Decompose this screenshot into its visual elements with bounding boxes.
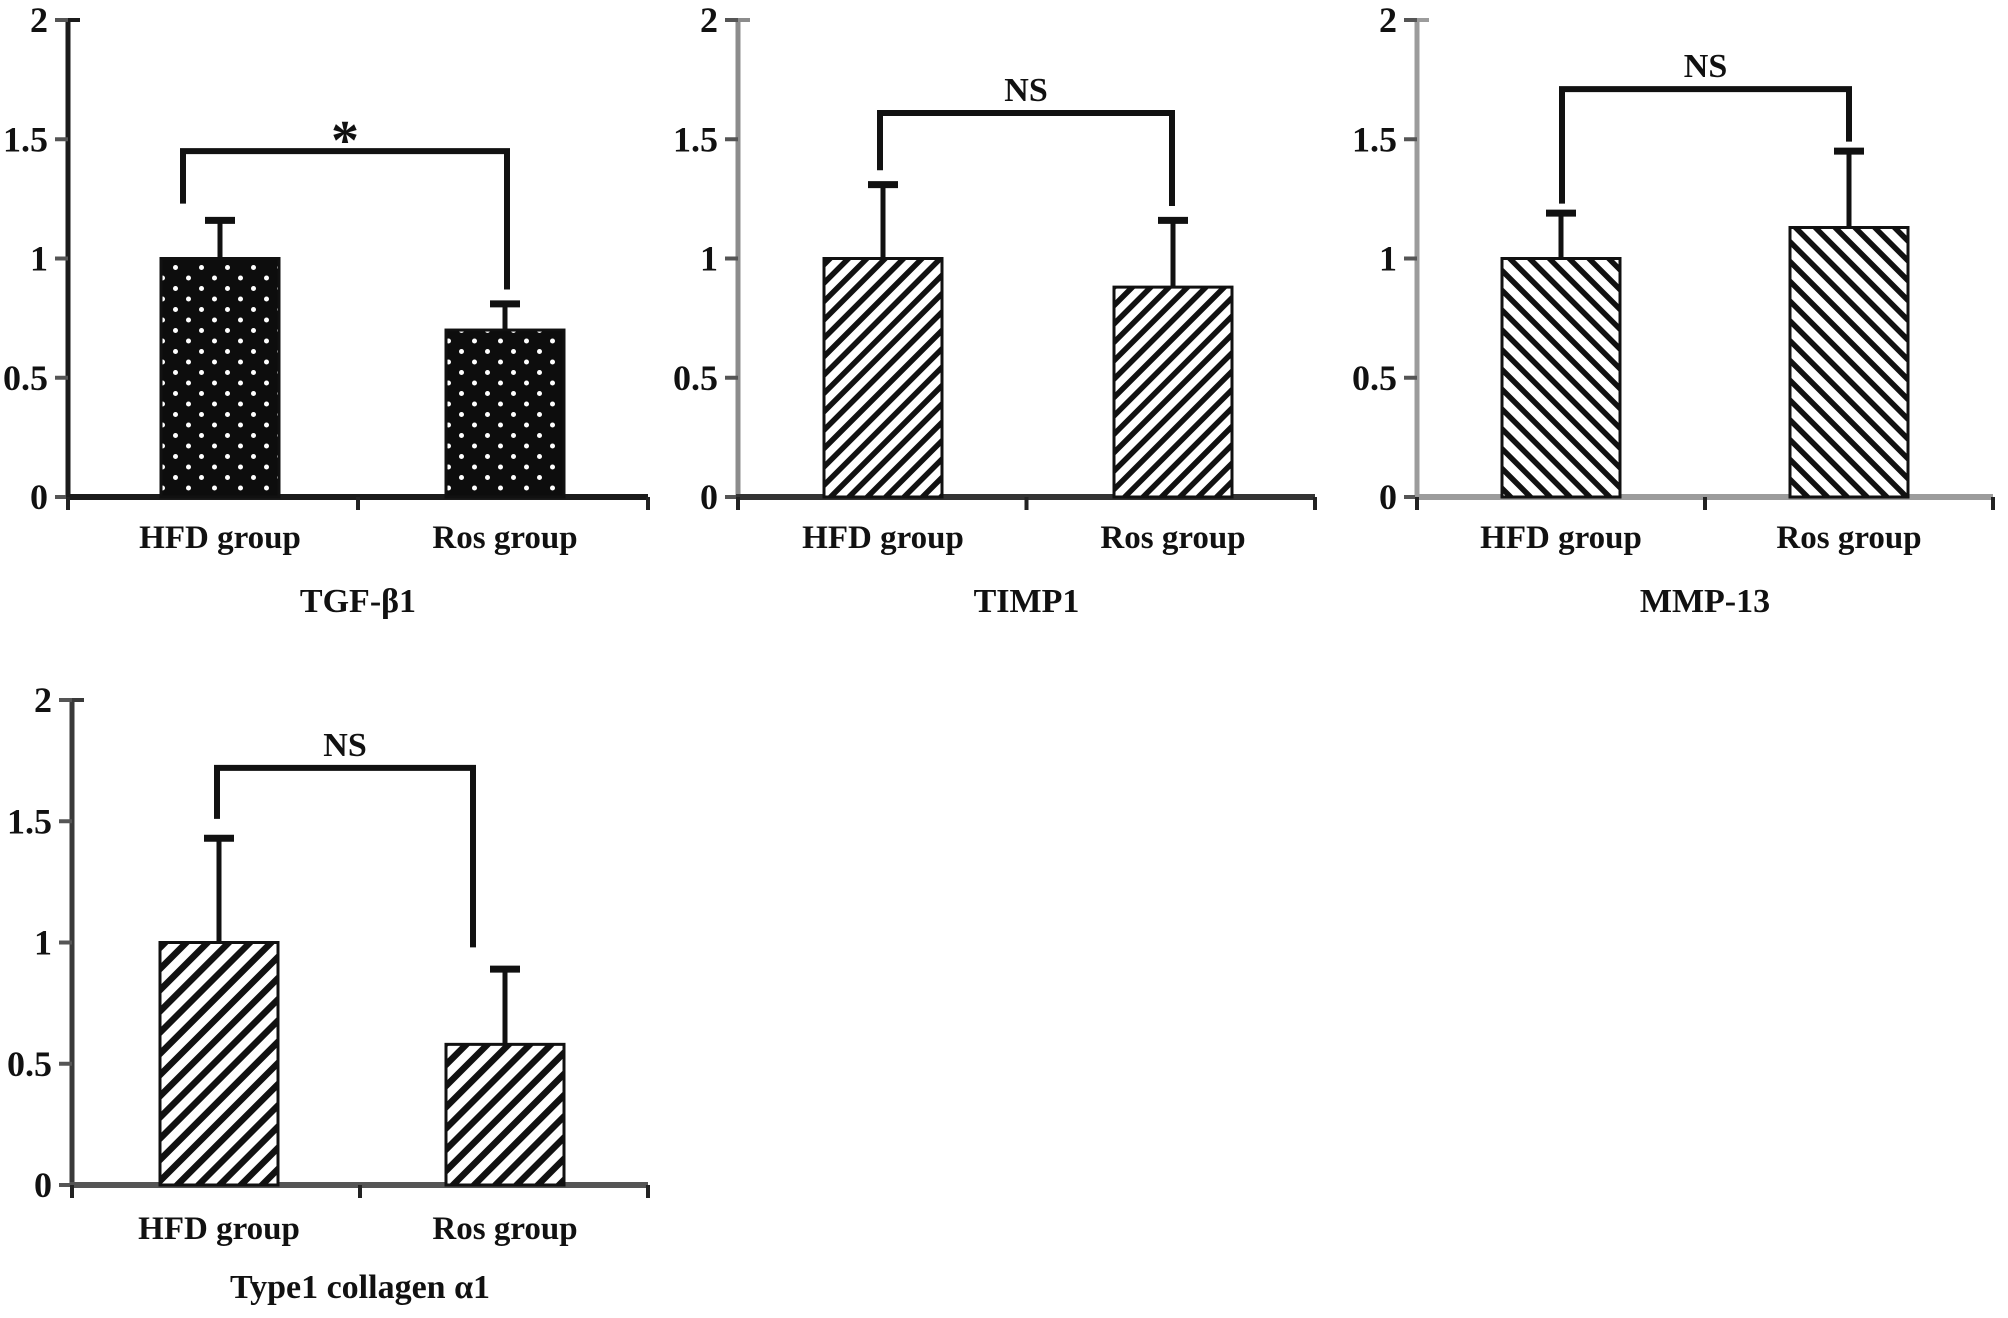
x-category-label: HFD group — [138, 1211, 300, 1247]
bar-hfd-group — [158, 941, 280, 1187]
x-category-label: HFD group — [1480, 520, 1642, 556]
y-tick-label: 0.5 — [673, 358, 718, 398]
significance-bracket — [214, 764, 476, 948]
chart-title: MMP-13 — [1640, 583, 1770, 620]
significance-bracket — [877, 110, 1175, 207]
chart-3: 2 1.5 1 0.5 0 HFD group Ros group NS MMP-13 — [1352, 0, 1995, 620]
chart-title: TIMP1 — [974, 583, 1080, 620]
chart-1: 2 1.5 1 0.5 0 HFD group Ros group * TGF-β1 — [3, 0, 650, 620]
y-tick-label: 1 — [30, 239, 48, 279]
y-tick-label: 1 — [700, 239, 718, 279]
bar-ros-group — [444, 328, 566, 499]
x-category-label: Ros group — [432, 520, 577, 556]
y-tick-label: 1 — [1379, 239, 1397, 279]
bar-hfd-group — [159, 257, 281, 499]
bar-ros-group — [1788, 225, 1910, 499]
significance-label: * — [331, 110, 359, 172]
x-category-label: HFD group — [139, 520, 301, 556]
bar-hfd-group — [822, 257, 944, 499]
significance-bracket — [180, 148, 510, 290]
chart-4: 2 1.5 1 0.5 0 HFD group Ros group NS Type1 colla… — [7, 680, 650, 1306]
x-category-label: Ros group — [1100, 520, 1245, 556]
x-category-label: Ros group — [1776, 520, 1921, 556]
y-tick-label: 0.5 — [1352, 358, 1397, 398]
bar-ros-group — [1112, 285, 1234, 499]
y-tick-label: 0 — [700, 477, 718, 517]
x-category-label: Ros group — [432, 1211, 577, 1247]
y-tick-label: 2 — [30, 0, 48, 40]
y-tick-label: 1.5 — [1352, 119, 1397, 159]
x-category-label: HFD group — [802, 520, 964, 556]
significance-label: NS — [1684, 48, 1727, 85]
y-tick-label: 1.5 — [3, 119, 48, 159]
y-tick-label: 1.5 — [673, 119, 718, 159]
y-tick-label: 0 — [30, 477, 48, 517]
chart-title: Type1 collagen α1 — [230, 1269, 490, 1306]
y-tick-label: 2 — [700, 0, 718, 40]
bar-ros-group — [444, 1042, 566, 1187]
significance-label: NS — [323, 727, 366, 764]
y-tick-label: 2 — [34, 680, 52, 720]
significance-bracket — [1559, 86, 1852, 204]
chart-title: TGF-β1 — [300, 583, 416, 620]
significance-label: NS — [1004, 72, 1047, 109]
y-tick-label: 0.5 — [7, 1044, 52, 1084]
y-tick-label: 0.5 — [3, 358, 48, 398]
y-tick-label: 1 — [34, 923, 52, 963]
y-tick-label: 1.5 — [7, 801, 52, 841]
y-tick-label: 0 — [34, 1165, 52, 1205]
y-tick-label: 2 — [1379, 0, 1397, 40]
chart-2: 2 1.5 1 0.5 0 HFD group Ros group NS TIMP1 — [673, 0, 1317, 620]
bar-hfd-group — [1500, 257, 1622, 499]
y-tick-label: 0 — [1379, 477, 1397, 517]
